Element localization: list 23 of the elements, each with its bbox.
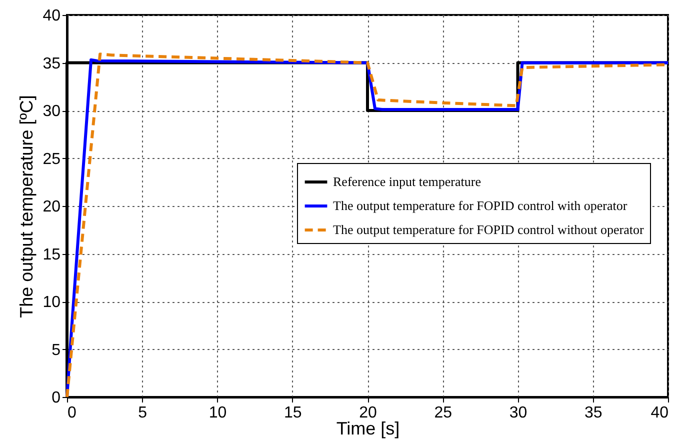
y-tick-label: 35 [42,55,61,72]
y-tick-label: 20 [42,198,61,216]
x-tick-label: 5 [138,404,148,422]
x-tick-label: 0 [68,404,76,422]
y-tick-label: 10 [42,294,61,311]
x-tick-label: 20 [359,404,377,422]
y-axis-title: The output temperature [ºC] [16,95,37,318]
x-tick-label: 10 [208,404,227,422]
y-tick-label: 15 [42,246,61,264]
legend-label: The output temperature for FOPID control without operator [333,222,645,237]
y-tick-label: 0 [52,390,61,406]
y-tick-label: 25 [42,150,61,168]
x-tick-label: 25 [434,404,452,422]
y-tick-label: 40 [42,8,61,24]
x-axis-title: Time [s] [336,418,400,438]
y-tick-label: 5 [52,342,61,359]
y-tick-label: 30 [42,103,61,120]
x-tick-label: 30 [509,404,528,422]
legend-label: The output temperature for FOPID control with operator [333,198,628,213]
legend-label: Reference input temperature [333,174,482,189]
x-tick-label: 35 [584,404,602,422]
x-tick-label: 15 [284,404,302,422]
x-tick-label: 40 [650,404,669,422]
